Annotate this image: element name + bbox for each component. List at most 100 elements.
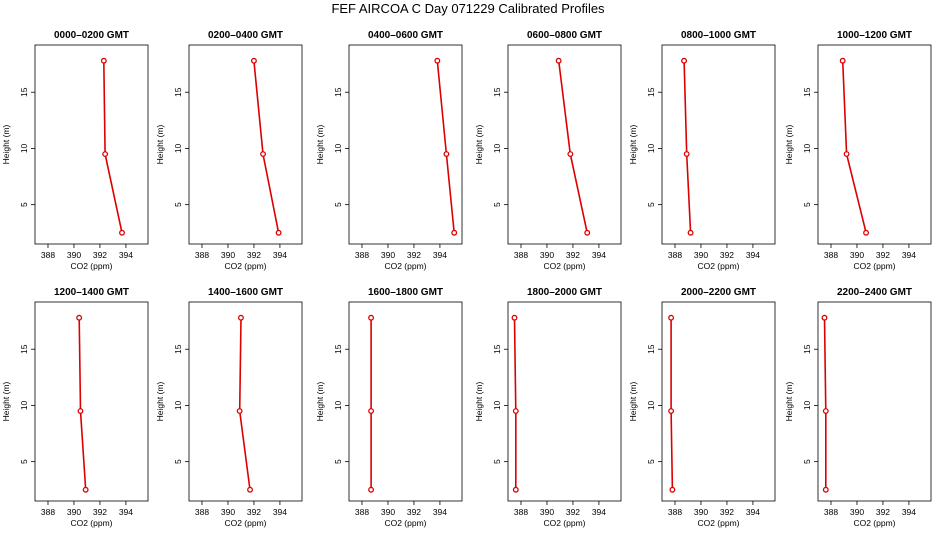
data-point: [512, 408, 519, 415]
y-tick-label: 15: [19, 344, 29, 354]
x-axis-label: CO2 (ppm): [224, 261, 266, 271]
data-point: [668, 314, 675, 321]
y-tick-label: 15: [802, 344, 812, 354]
x-tick-label: 392: [720, 250, 734, 260]
x-tick-label: 388: [668, 507, 682, 517]
data-point: [669, 486, 676, 493]
profile-line: [238, 317, 251, 490]
panel-title: 1600–1800 GMT: [368, 287, 443, 298]
y-axis-label: Height (m): [1, 382, 11, 422]
x-tick-label: 392: [93, 250, 107, 260]
x-tick-label: 388: [824, 507, 838, 517]
data-point: [511, 314, 518, 321]
y-tick-label: 5: [333, 459, 343, 464]
data-point: [822, 486, 829, 493]
data-point: [584, 229, 591, 236]
x-tick-label: 390: [67, 507, 81, 517]
panel-title: 2200–2400 GMT: [837, 287, 912, 298]
x-tick-label: 394: [433, 507, 447, 517]
y-tick-label: 10: [333, 400, 343, 410]
profile-line: [841, 60, 867, 233]
y-axis-label: Height (m): [474, 382, 484, 422]
y-axis-label: Height (m): [155, 382, 165, 422]
profile-line: [253, 60, 280, 233]
x-tick-label: 390: [694, 507, 708, 517]
x-tick-label: 392: [566, 250, 580, 260]
panel-1: 0200–0400 GMT 388 390 392 394 5 10 15 CO2 (ppm) H…: [155, 30, 303, 271]
panel-title: 0000–0200 GMT: [54, 30, 129, 41]
data-point: [250, 57, 257, 64]
x-tick-label: 388: [195, 507, 209, 517]
x-tick-label: 390: [381, 507, 395, 517]
plot-frame: [348, 301, 463, 502]
y-axis-label: Height (m): [1, 125, 11, 165]
y-tick-label: 15: [492, 87, 502, 97]
y-axis-label: Height (m): [628, 125, 638, 165]
data-point: [434, 57, 441, 64]
x-axis-label: CO2 (ppm): [70, 261, 112, 271]
x-tick-label: 392: [720, 507, 734, 517]
y-tick-label: 10: [802, 400, 812, 410]
x-tick-label: 394: [592, 250, 606, 260]
profile-line: [683, 60, 692, 233]
y-axis-label: Height (m): [784, 125, 794, 165]
x-tick-label: 394: [273, 507, 287, 517]
y-tick-label: 5: [492, 202, 502, 207]
y-axis-label: Height (m): [315, 125, 325, 165]
data-point: [863, 229, 870, 236]
y-axis-label: Height (m): [784, 382, 794, 422]
panel-6: 1200–1400 GMT 388 390 392 394 5 10 15 CO2 (ppm) H…: [1, 287, 149, 528]
x-tick-label: 390: [850, 250, 864, 260]
y-tick-label: 10: [19, 143, 29, 153]
data-point: [822, 408, 829, 415]
x-tick-label: 388: [355, 507, 369, 517]
x-tick-label: 394: [746, 250, 760, 260]
data-point: [683, 151, 690, 158]
plot-frame: [817, 44, 932, 245]
x-tick-label: 388: [195, 250, 209, 260]
x-axis-label: CO2 (ppm): [543, 518, 585, 528]
x-tick-label: 392: [876, 250, 890, 260]
data-point: [687, 229, 694, 236]
x-tick-label: 394: [433, 250, 447, 260]
data-point: [555, 57, 562, 64]
data-point: [368, 486, 375, 493]
x-tick-label: 388: [41, 507, 55, 517]
panel-2: 0400–0600 GMT 388 390 392 394 5 10 15 CO2 (ppm) H…: [315, 30, 463, 271]
y-axis-label: Height (m): [315, 382, 325, 422]
panel-title: 1800–2000 GMT: [527, 287, 602, 298]
x-axis-label: CO2 (ppm): [543, 261, 585, 271]
x-axis-label: CO2 (ppm): [70, 518, 112, 528]
y-tick-label: 15: [646, 344, 656, 354]
plot-frame: [188, 301, 303, 502]
data-point: [451, 229, 458, 236]
y-tick-label: 5: [492, 459, 502, 464]
x-tick-label: 390: [221, 507, 235, 517]
y-tick-label: 5: [646, 202, 656, 207]
panel-7: 1400–1600 GMT 388 390 392 394 5 10 15 CO2 (ppm) H…: [155, 287, 303, 528]
panel-title: 1400–1600 GMT: [208, 287, 283, 298]
plot-frame: [188, 44, 303, 245]
x-tick-label: 392: [93, 507, 107, 517]
profile-line: [513, 317, 517, 490]
x-tick-label: 390: [67, 250, 81, 260]
y-tick-label: 10: [802, 143, 812, 153]
x-tick-label: 394: [746, 507, 760, 517]
y-tick-label: 5: [802, 202, 812, 207]
y-tick-label: 10: [492, 143, 502, 153]
plot-frame: [661, 301, 776, 502]
profile-line: [78, 317, 87, 490]
x-axis-label: CO2 (ppm): [853, 261, 895, 271]
y-tick-label: 15: [173, 344, 183, 354]
profile-line: [823, 317, 827, 490]
y-tick-label: 15: [333, 344, 343, 354]
data-point: [512, 486, 519, 493]
data-point: [368, 408, 375, 415]
panel-title: 1200–1400 GMT: [54, 287, 129, 298]
x-tick-label: 394: [592, 507, 606, 517]
data-point: [102, 151, 109, 158]
plot-frame: [507, 301, 622, 502]
plot-frame: [34, 301, 149, 502]
data-point: [275, 229, 282, 236]
y-axis-label: Height (m): [155, 125, 165, 165]
